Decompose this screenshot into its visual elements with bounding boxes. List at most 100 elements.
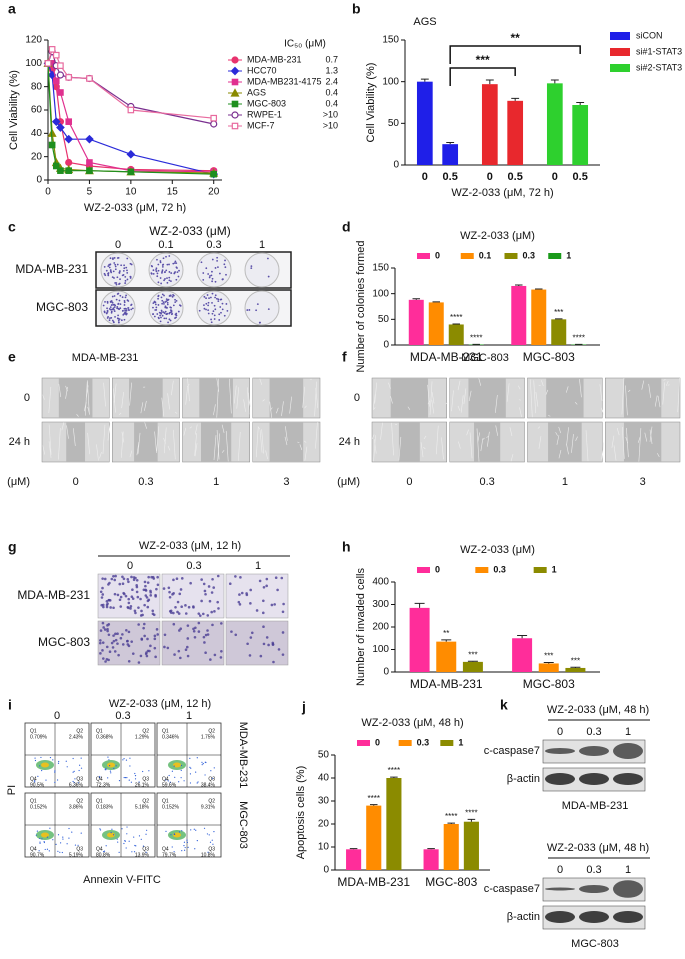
colony — [166, 312, 169, 315]
cell — [220, 622, 223, 625]
y-tick-label: 50 — [318, 750, 330, 761]
cell — [281, 653, 285, 656]
colony — [203, 304, 205, 307]
texture — [221, 424, 225, 433]
colony — [224, 266, 227, 269]
colony — [165, 317, 168, 320]
texture — [458, 441, 461, 449]
colony — [171, 312, 174, 315]
cell — [168, 595, 172, 599]
event — [110, 772, 112, 774]
significance-bracket — [449, 67, 516, 86]
wound-gap — [398, 422, 420, 462]
colony — [221, 302, 224, 305]
colony — [119, 303, 122, 306]
colony — [168, 279, 171, 282]
bar — [448, 324, 464, 345]
significance-label: ** — [511, 31, 521, 45]
event — [202, 763, 204, 765]
label: 0.1 — [158, 239, 173, 251]
colony — [255, 309, 258, 312]
texture — [555, 432, 558, 436]
x-tick-label: MDA-MB-231 — [337, 875, 410, 889]
texture — [216, 378, 220, 392]
band — [613, 773, 643, 785]
cell — [113, 650, 117, 653]
error-bar — [550, 79, 559, 84]
event — [187, 846, 189, 848]
legend-label: 0 — [435, 250, 440, 260]
colony — [111, 319, 114, 322]
colony — [166, 263, 169, 266]
colony — [160, 282, 163, 285]
colony — [172, 294, 175, 297]
event — [180, 769, 182, 771]
label: 0 — [73, 476, 79, 488]
marker — [51, 117, 61, 127]
colony — [175, 299, 178, 302]
texture — [314, 381, 317, 417]
y-tick-label: 10 — [318, 842, 330, 853]
significance-label: **** — [445, 812, 457, 821]
cell — [154, 595, 157, 598]
event — [37, 775, 39, 777]
cell — [130, 575, 133, 579]
colony — [122, 309, 124, 312]
colony — [175, 314, 178, 317]
legend-label: 0.3 — [523, 250, 536, 260]
colony — [113, 310, 116, 312]
label: Q2 — [208, 798, 215, 804]
cell — [144, 594, 148, 597]
cell — [203, 589, 207, 593]
cell — [172, 578, 175, 582]
cell — [175, 577, 179, 581]
band — [579, 911, 609, 923]
colony — [131, 307, 134, 310]
cell — [127, 597, 131, 601]
y-tick-label: 0 — [323, 865, 329, 876]
legend-label: HCC70 — [247, 65, 277, 75]
colony — [113, 262, 116, 264]
colony — [209, 296, 212, 299]
event — [105, 845, 107, 847]
cell — [112, 574, 115, 578]
texture — [468, 390, 472, 402]
cell — [167, 586, 171, 590]
label: 80.8% — [96, 852, 111, 858]
cell — [213, 653, 217, 657]
x-tick-label: 0 — [45, 187, 51, 198]
colony — [167, 321, 169, 324]
cell — [98, 641, 102, 645]
texture — [372, 407, 376, 411]
texture — [102, 424, 106, 455]
cell — [127, 601, 131, 605]
texture — [261, 429, 264, 454]
significance-label: **** — [465, 809, 477, 818]
error-bar — [420, 78, 429, 82]
cell — [151, 612, 155, 616]
colony — [168, 263, 170, 266]
texture — [216, 430, 220, 460]
cell — [186, 637, 190, 640]
marker — [210, 114, 218, 122]
colony — [211, 270, 213, 273]
colony — [114, 265, 117, 268]
colony — [165, 269, 168, 272]
colony — [217, 298, 220, 301]
label: MGC-803 — [237, 801, 249, 849]
texture — [289, 396, 292, 414]
wound-gap — [468, 378, 506, 418]
event — [197, 781, 199, 783]
y-tick-label: 0 — [383, 667, 389, 678]
significance-label: **** — [573, 333, 585, 342]
cell — [141, 613, 144, 617]
colony — [160, 296, 163, 299]
texture — [163, 438, 166, 444]
texture — [477, 432, 481, 443]
panel-letter: b — [352, 1, 361, 17]
colony — [166, 303, 169, 306]
cell — [142, 626, 145, 630]
colony — [213, 314, 216, 317]
colony — [109, 317, 111, 319]
label: Q1 — [30, 798, 37, 804]
